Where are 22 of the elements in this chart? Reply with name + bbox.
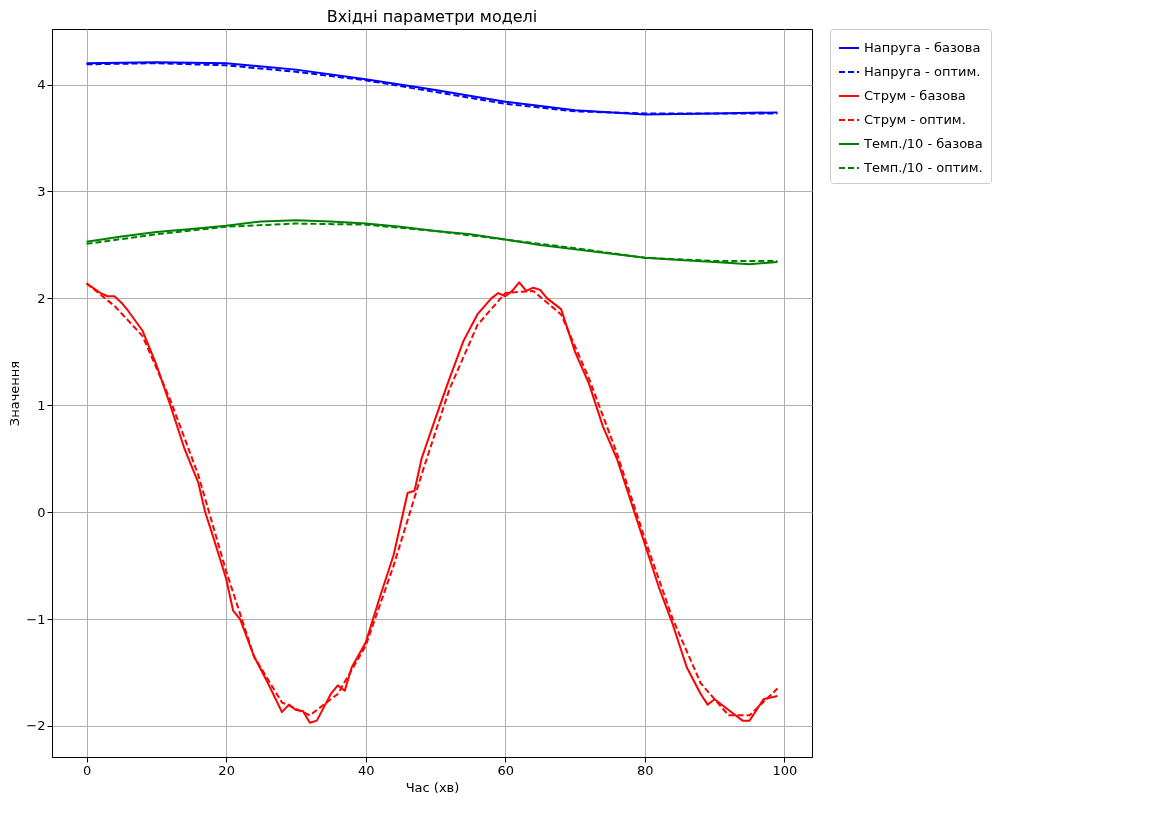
- y-tick-label: 2: [37, 290, 46, 306]
- y-tick-label: −2: [26, 718, 46, 734]
- legend-label: Темп./10 - оптим.: [863, 160, 983, 175]
- chart-title: Вхідні параметри моделі: [326, 6, 538, 26]
- y-tick-label: 4: [37, 77, 46, 93]
- legend-label: Напруга - базова: [864, 40, 981, 55]
- x-tick-label: 80: [637, 762, 654, 778]
- y-tick-label: 3: [37, 183, 46, 199]
- legend-label: Струм - базова: [864, 88, 966, 103]
- x-tick-label: 20: [218, 762, 235, 778]
- legend-label: Напруга - оптим.: [864, 64, 981, 79]
- y-tick-label: 0: [37, 504, 46, 520]
- y-axis-title: Значення: [7, 360, 23, 427]
- x-axis-title: Час (хв): [405, 779, 460, 795]
- x-tick-label: 100: [772, 762, 798, 778]
- x-tick-label: 0: [82, 762, 92, 778]
- y-tick-label: −1: [26, 611, 46, 627]
- legend-label: Темп./10 - базова: [863, 136, 983, 151]
- x-tick-label: 40: [357, 762, 375, 778]
- x-tick-label: 60: [497, 762, 515, 778]
- y-tick-label: 1: [37, 397, 46, 413]
- legend-label: Струм - оптим.: [864, 112, 966, 127]
